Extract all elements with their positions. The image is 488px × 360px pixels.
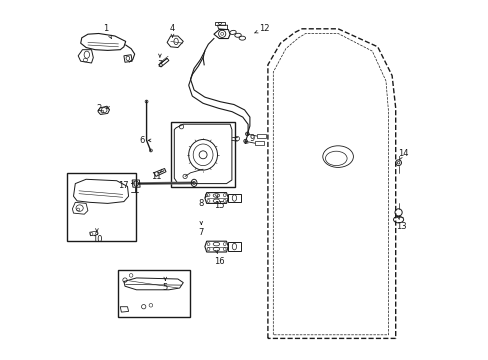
Text: 9: 9 <box>248 134 254 143</box>
Text: 11: 11 <box>151 172 161 181</box>
Text: 12: 12 <box>259 24 269 33</box>
Text: 14: 14 <box>397 149 407 158</box>
Text: 10: 10 <box>91 235 102 244</box>
Bar <box>118 270 189 317</box>
Text: 7: 7 <box>198 228 203 237</box>
Text: 17: 17 <box>119 181 129 190</box>
Bar <box>170 122 235 187</box>
Text: 15: 15 <box>214 201 224 210</box>
Text: 13: 13 <box>395 222 406 231</box>
Text: 3: 3 <box>157 60 162 69</box>
Text: 16: 16 <box>214 256 224 265</box>
Bar <box>67 173 136 241</box>
Text: 4: 4 <box>169 24 175 33</box>
Text: 6: 6 <box>139 136 144 145</box>
Bar <box>257 134 265 138</box>
Text: 5: 5 <box>163 284 167 292</box>
Text: 1: 1 <box>103 24 108 33</box>
Text: 8: 8 <box>198 199 203 208</box>
Text: 2: 2 <box>96 104 101 112</box>
Bar <box>255 141 264 145</box>
